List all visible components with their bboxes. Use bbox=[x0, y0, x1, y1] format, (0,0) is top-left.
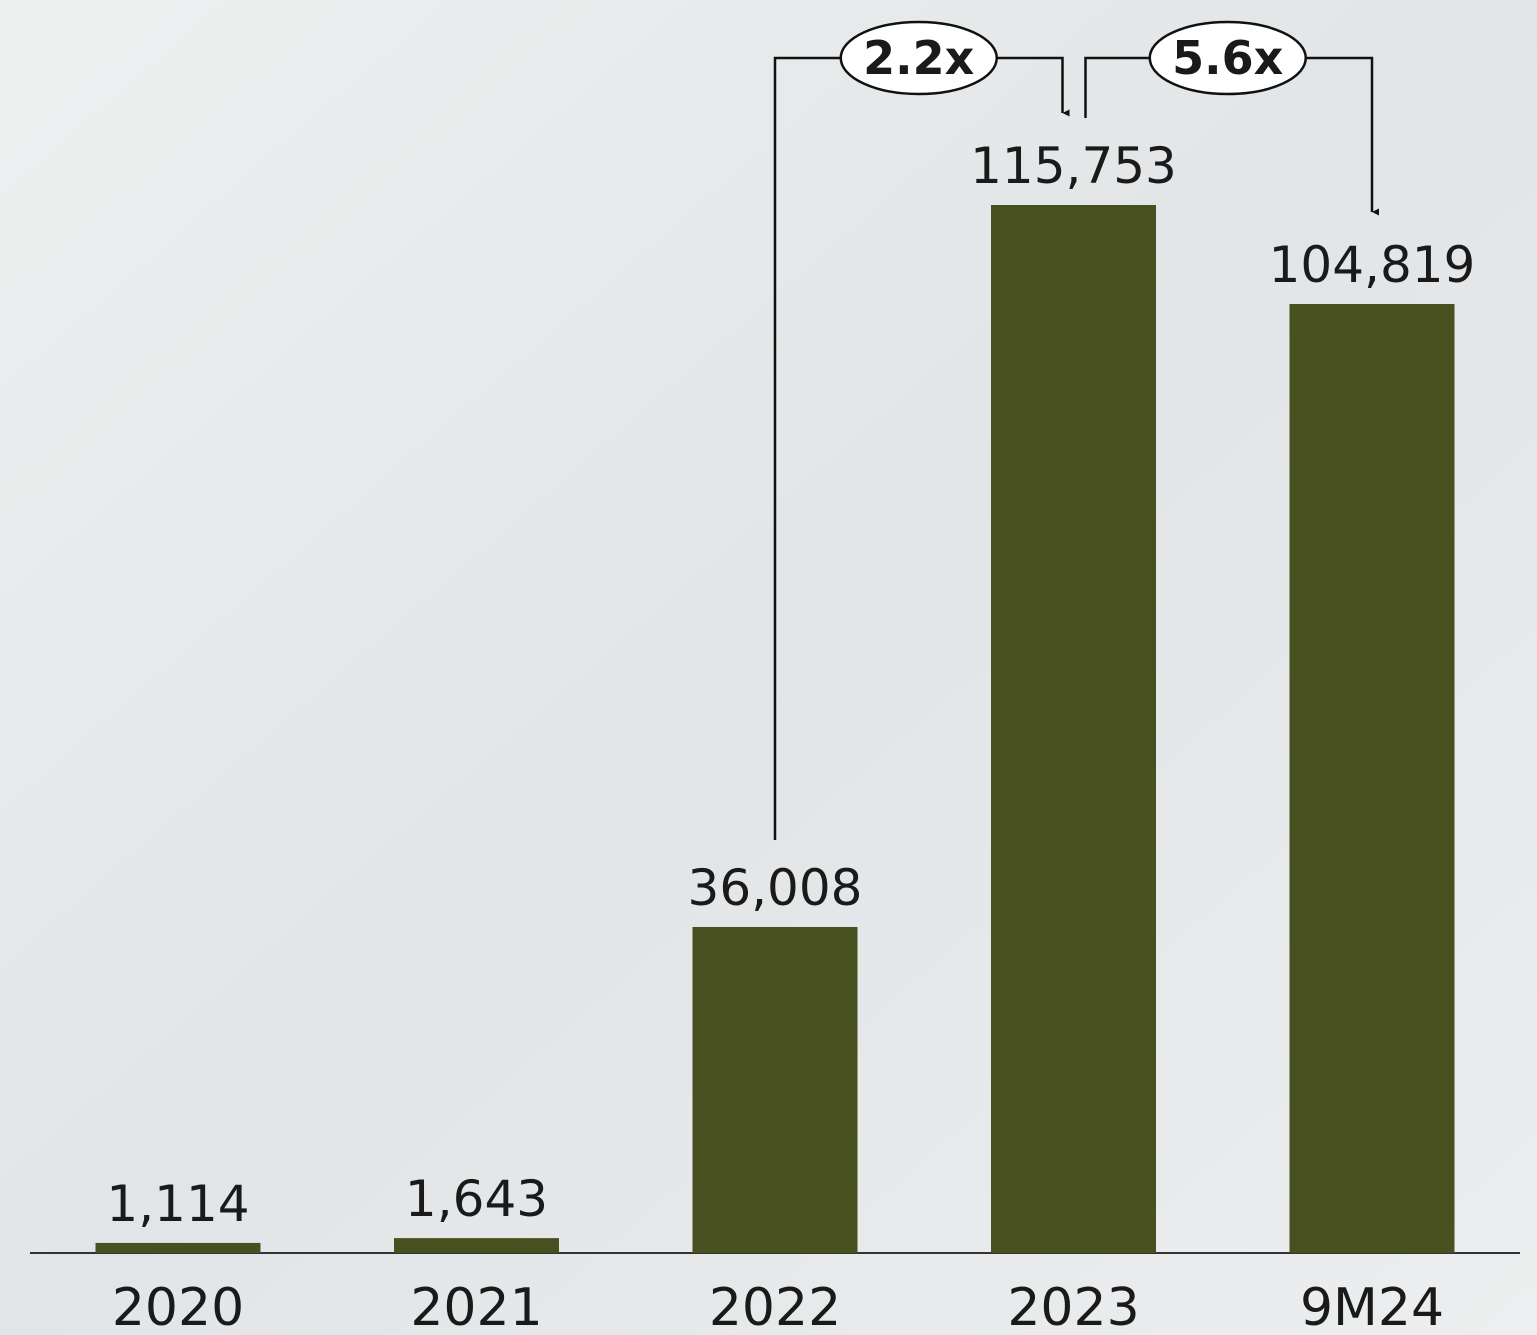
bar bbox=[95, 1242, 261, 1253]
x-tick-label: 9M24 bbox=[1300, 1278, 1444, 1335]
annotation-bubble bbox=[1148, 20, 1307, 96]
bar bbox=[692, 926, 858, 1253]
bar bbox=[394, 1238, 559, 1253]
value-label: 104,819 bbox=[1269, 236, 1476, 294]
bar bbox=[1289, 303, 1455, 1253]
annotation: 5.6x bbox=[1172, 31, 1283, 85]
x-tick-label: 2022 bbox=[709, 1278, 841, 1335]
x-tick-label: 2021 bbox=[410, 1278, 542, 1335]
x-tick-label: 2020 bbox=[112, 1278, 244, 1335]
annotation: 2.2x bbox=[863, 31, 974, 85]
bar bbox=[991, 205, 1156, 1253]
x-tick-label: 2023 bbox=[1007, 1278, 1139, 1335]
value-label: 36,008 bbox=[688, 859, 863, 917]
value-label: 115,753 bbox=[970, 137, 1177, 195]
annotation-bubble bbox=[839, 20, 998, 96]
value-label: 1,643 bbox=[405, 1170, 548, 1228]
value-label: 1,114 bbox=[106, 1175, 249, 1233]
